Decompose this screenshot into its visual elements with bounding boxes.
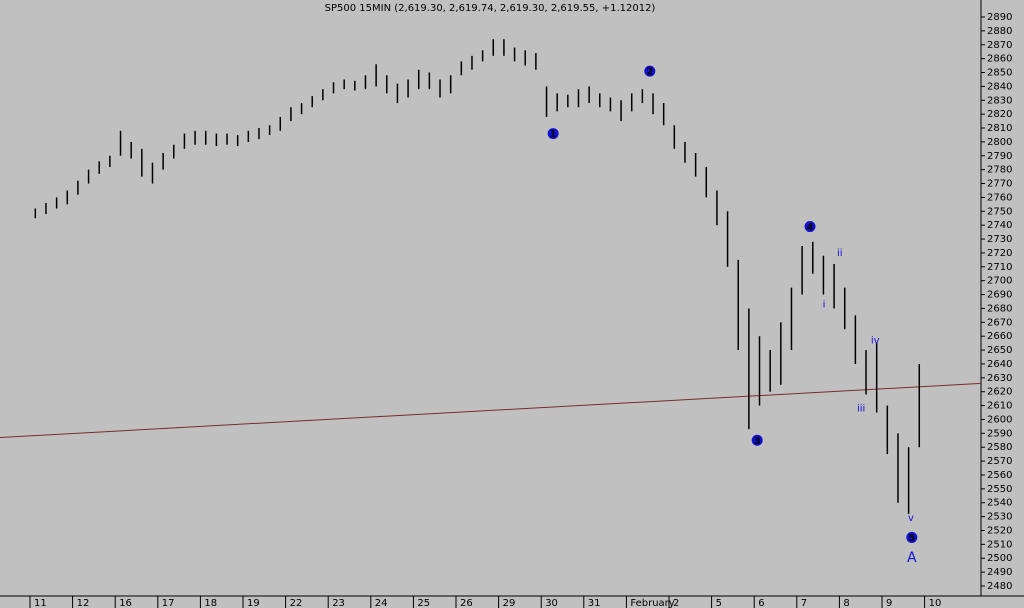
y-tick-label: 2580 xyxy=(987,442,1012,453)
wave-label: 3 xyxy=(754,436,761,447)
wave-label: 2 xyxy=(646,67,653,78)
wave-label: 4 xyxy=(807,222,814,233)
x-tick-label: 11 xyxy=(34,598,47,608)
x-tick-label: 5 xyxy=(716,598,722,608)
wave-label: iv xyxy=(871,335,880,346)
y-tick-label: 2880 xyxy=(987,26,1012,37)
x-tick-label: 18 xyxy=(204,598,217,608)
wave-marker xyxy=(804,221,816,233)
y-tick-label: 2680 xyxy=(987,303,1012,314)
y-tick-label: 2560 xyxy=(987,470,1012,481)
y-tick-label: 2820 xyxy=(987,109,1012,120)
wave-label: A xyxy=(907,550,917,566)
y-tick-label: 2670 xyxy=(987,317,1012,328)
y-tick-label: 2840 xyxy=(987,81,1012,92)
y-tick-label: 2740 xyxy=(987,220,1012,231)
x-tick-label: 8 xyxy=(843,598,849,608)
y-tick-label: 2620 xyxy=(987,387,1012,398)
x-tick-label: February xyxy=(630,598,674,608)
y-tick-label: 2540 xyxy=(987,498,1012,509)
x-tick-label: 26 xyxy=(460,598,473,608)
x-tick-label: 12 xyxy=(77,598,90,608)
y-tick-label: 2890 xyxy=(987,12,1012,23)
x-tick-label: 7 xyxy=(801,598,807,608)
y-tick-label: 2610 xyxy=(987,401,1012,412)
y-tick-label: 2530 xyxy=(987,512,1012,523)
y-tick-label: 2490 xyxy=(987,567,1012,578)
y-tick-label: 2640 xyxy=(987,359,1012,370)
wave-label: v xyxy=(908,513,914,524)
y-tick-label: 2720 xyxy=(987,248,1012,259)
y-tick-label: 2520 xyxy=(987,525,1012,536)
y-tick-label: 2760 xyxy=(987,192,1012,203)
wave-label: ii xyxy=(837,248,843,259)
trendline xyxy=(0,382,982,439)
y-tick-label: 2750 xyxy=(987,206,1012,217)
wave-label: 5 xyxy=(908,533,915,544)
y-tick-label: 2500 xyxy=(987,553,1012,564)
y-tick-label: 2860 xyxy=(987,54,1012,65)
y-tick-label: 2850 xyxy=(987,68,1012,79)
y-tick-label: 2730 xyxy=(987,234,1012,245)
wave-marker xyxy=(751,434,763,446)
y-tick-label: 2570 xyxy=(987,456,1012,467)
y-tick-label: 2780 xyxy=(987,165,1012,176)
wave-marker xyxy=(644,65,656,77)
x-tick-label: 2 xyxy=(673,598,679,608)
y-tick-label: 2510 xyxy=(987,539,1012,550)
y-tick-label: 2590 xyxy=(987,428,1012,439)
y-tick-label: 2600 xyxy=(987,414,1012,425)
y-tick-label: 2630 xyxy=(987,373,1012,384)
x-tick-label: 23 xyxy=(332,598,345,608)
y-tick-label: 2790 xyxy=(987,151,1012,162)
y-tick-label: 2660 xyxy=(987,331,1012,342)
y-tick-label: 2870 xyxy=(987,40,1012,51)
y-tick-label: 2690 xyxy=(987,290,1012,301)
y-tick-label: 2710 xyxy=(987,262,1012,273)
x-tick-label: 10 xyxy=(929,598,942,608)
y-tick-label: 2830 xyxy=(987,95,1012,106)
wave-label: 1 xyxy=(550,129,557,140)
y-tick-label: 2810 xyxy=(987,123,1012,134)
y-tick-label: 2650 xyxy=(987,345,1012,356)
wave-label: i xyxy=(823,299,826,310)
x-tick-label: 25 xyxy=(417,598,430,608)
x-tick-label: 24 xyxy=(375,598,388,608)
wave-marker xyxy=(906,531,918,543)
x-tick-label: 22 xyxy=(290,598,303,608)
wave-marker xyxy=(547,128,559,140)
y-tick-label: 2800 xyxy=(987,137,1012,148)
x-tick-label: 29 xyxy=(503,598,516,608)
x-tick-label: 6 xyxy=(758,598,764,608)
x-tick-label: 17 xyxy=(162,598,175,608)
x-tick-label: 31 xyxy=(588,598,601,608)
x-tick-label: 19 xyxy=(247,598,260,608)
x-tick-label: 30 xyxy=(545,598,558,608)
x-tick-label: 16 xyxy=(119,598,132,608)
y-tick-label: 2700 xyxy=(987,276,1012,287)
y-tick-label: 2480 xyxy=(987,581,1012,592)
wave-label: iii xyxy=(857,403,865,414)
x-tick-label: 9 xyxy=(886,598,892,608)
chart-title: SP500 15MIN (2,619.30, 2,619.74, 2,619.3… xyxy=(325,3,656,14)
y-tick-label: 2550 xyxy=(987,484,1012,495)
y-tick-label: 2770 xyxy=(987,179,1012,190)
